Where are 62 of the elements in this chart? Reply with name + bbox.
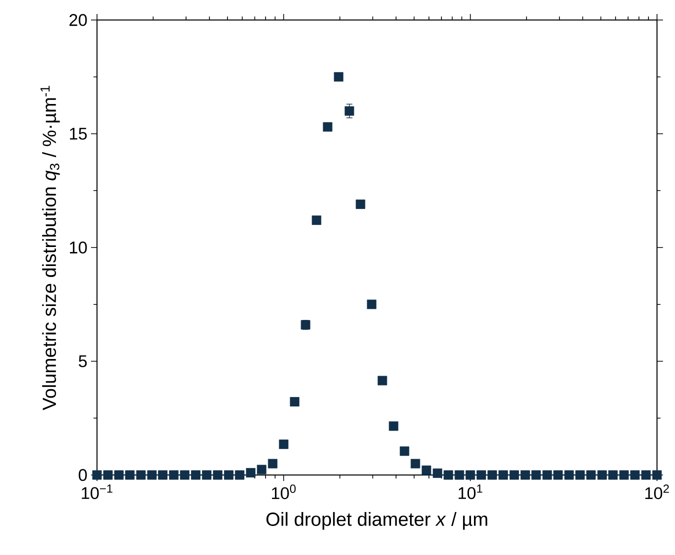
- x-tick-label: 10$^{1}$: [458, 484, 482, 500]
- point: [158, 470, 168, 480]
- point: [652, 470, 662, 480]
- point: [334, 72, 344, 82]
- point: [608, 470, 618, 480]
- point: [531, 470, 541, 480]
- point: [619, 470, 629, 480]
- point: [432, 468, 442, 478]
- point: [454, 470, 464, 480]
- point: [586, 470, 596, 480]
- point: [180, 470, 190, 480]
- point: [136, 470, 146, 480]
- y-tick-label: 5: [78, 355, 87, 368]
- point: [278, 440, 288, 449]
- point: [212, 470, 222, 480]
- point: [400, 446, 410, 456]
- point: [520, 470, 530, 480]
- x-tick-label: 10$^{2}$: [645, 484, 669, 500]
- y-tick-label: 20: [70, 14, 87, 26]
- point: [202, 470, 212, 480]
- y-tick-label: 0: [78, 469, 87, 481]
- point: [322, 122, 332, 132]
- point: [366, 300, 376, 310]
- x-tick-label: 10$^{0}$: [272, 484, 296, 500]
- point: [191, 470, 200, 480]
- point: [476, 470, 486, 480]
- point: [234, 470, 244, 480]
- point: [388, 421, 398, 431]
- x-tick-label: 10$^{−1}$: [82, 484, 112, 500]
- y-tick-label: 10: [70, 242, 87, 254]
- point: [410, 458, 420, 468]
- point: [312, 215, 322, 225]
- point: [575, 470, 585, 480]
- point: [268, 458, 278, 468]
- y-axis-title: Volumetric size distribution q$_{3}$ / %·µm$^{-1}$: [40, 86, 60, 410]
- point: [169, 470, 179, 480]
- point: [290, 397, 300, 406]
- point: [488, 470, 497, 480]
- point: [256, 464, 266, 474]
- point: [114, 470, 124, 480]
- point: [542, 470, 552, 480]
- point: [92, 470, 102, 480]
- point: [444, 470, 454, 480]
- point: [356, 200, 366, 209]
- point: [422, 466, 432, 475]
- point: [510, 470, 519, 480]
- point: [466, 470, 476, 480]
- point: [553, 470, 563, 480]
- point: [344, 106, 354, 116]
- point: [147, 470, 157, 480]
- point: [564, 470, 574, 480]
- point: [224, 470, 234, 480]
- y-tick-label: 15: [70, 128, 87, 140]
- point: [597, 470, 607, 480]
- point: [103, 470, 113, 480]
- point: [641, 470, 651, 480]
- point: [246, 468, 256, 478]
- point: [630, 470, 640, 480]
- point: [125, 470, 135, 480]
- point: [378, 376, 388, 386]
- x-axis-title: Oil droplet diameter x / µm: [266, 512, 488, 530]
- point: [498, 470, 508, 480]
